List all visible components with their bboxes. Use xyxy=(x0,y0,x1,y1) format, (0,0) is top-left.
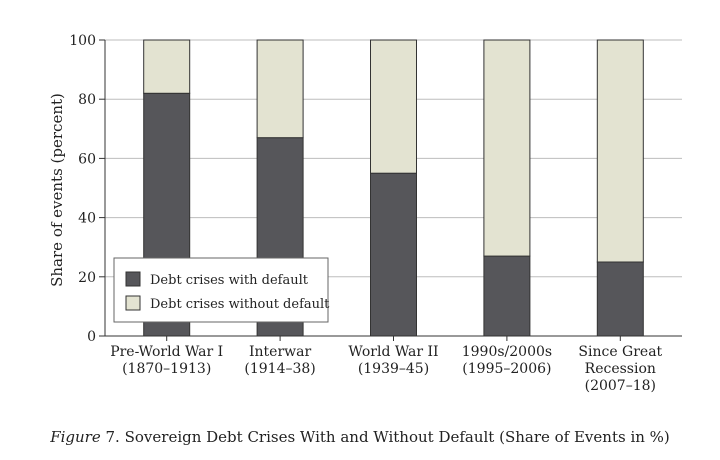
figure-label: Figure xyxy=(50,428,101,446)
bar-without-default xyxy=(483,39,531,257)
bar-with-default xyxy=(483,255,531,337)
x-tick-label: (1939–45) xyxy=(358,361,429,377)
bar-without-default xyxy=(370,39,417,174)
legend-label-without-default: Debt crises without default xyxy=(150,297,330,312)
bars xyxy=(143,39,644,337)
x-axis: Pre-World War I(1870–1913) Interwar(1914–… xyxy=(105,335,682,394)
bar-without-default xyxy=(256,39,304,139)
x-tick-label: (1995–2006) xyxy=(462,361,551,377)
bar-without-default xyxy=(143,39,191,94)
x-tick-label: World War II xyxy=(348,344,438,360)
x-tick-label: Recession xyxy=(585,361,656,377)
x-tick-label: 1990s/2000s xyxy=(462,344,552,360)
x-tick-label: (2007–18) xyxy=(585,378,656,394)
x-tick-label: Interwar xyxy=(249,344,311,360)
bar-with-default xyxy=(370,172,417,337)
y-axis: 0 20 40 60 80 100 xyxy=(69,33,106,345)
bar-with-default xyxy=(596,261,644,337)
y-tick-label: 100 xyxy=(69,33,96,49)
y-tick-label: 20 xyxy=(78,270,96,286)
legend-swatch-with-default xyxy=(125,271,141,287)
legend: Debt crises with default Debt crises wit… xyxy=(113,257,330,323)
legend-box xyxy=(113,257,329,323)
y-tick-label: 80 xyxy=(78,92,96,108)
y-axis-label: Share of events (percent) xyxy=(48,93,66,287)
caption-text: Sovereign Debt Crises With and Without D… xyxy=(124,428,670,446)
x-tick-label: Since Great xyxy=(578,344,662,360)
x-tick-label: (1870–1913) xyxy=(122,361,211,377)
x-tick-label: (1914–38) xyxy=(244,361,315,377)
bar-without-default xyxy=(596,39,644,263)
y-tick-label: 0 xyxy=(87,329,96,345)
legend-label-with-default: Debt crises with default xyxy=(150,273,309,288)
figure-caption: Figure 7. Sovereign Debt Crises With and… xyxy=(0,428,720,446)
figure-number: 7. xyxy=(105,428,120,446)
y-tick-label: 60 xyxy=(78,151,96,167)
stacked-bar-chart: 0 20 40 60 80 100 Pre-World War I(1870–1913) I… xyxy=(48,33,682,394)
x-tick-label: Pre-World War I xyxy=(110,344,223,360)
y-tick-label: 40 xyxy=(78,211,96,227)
legend-swatch-without-default xyxy=(125,295,141,311)
